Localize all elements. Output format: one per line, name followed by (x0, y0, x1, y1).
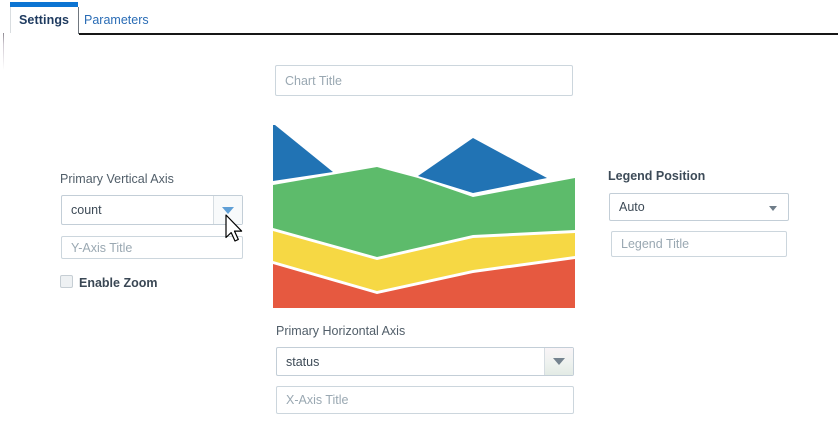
legend-title-input[interactable] (611, 231, 787, 257)
legend-position-value: Auto (619, 200, 645, 214)
active-tab-left-border (10, 7, 11, 33)
horizontal-axis-column-value: status (286, 354, 320, 369)
chevron-down-icon (553, 358, 565, 365)
enable-zoom-label: Enable Zoom (79, 276, 158, 290)
x-axis-title-input[interactable] (276, 386, 574, 414)
enable-zoom-checkbox[interactable] (60, 275, 73, 288)
legend-position-select[interactable]: Auto (609, 193, 789, 221)
panel-left-edge (3, 33, 4, 70)
horizontal-axis-column-select[interactable]: status (276, 347, 574, 376)
tab-settings[interactable]: Settings (19, 13, 70, 27)
vertical-axis-column-select[interactable]: count (61, 195, 243, 225)
area-series-green (273, 167, 575, 257)
tab-parameters[interactable]: Parameters (84, 13, 149, 27)
vertical-axis-dropdown-button[interactable] (213, 196, 242, 224)
tab-strip-underline (79, 33, 838, 35)
primary-horizontal-axis-label: Primary Horizontal Axis (276, 324, 406, 338)
chevron-down-icon (769, 206, 777, 211)
area-series-blue-left-peak (273, 125, 333, 181)
tab-separator (78, 7, 79, 34)
chart-preview-image (273, 125, 575, 308)
horizontal-axis-dropdown-button[interactable] (544, 348, 573, 375)
y-axis-title-input[interactable] (61, 236, 243, 259)
area-series-red (273, 259, 575, 308)
vertical-axis-column-value: count (71, 203, 102, 217)
primary-vertical-axis-label: Primary Vertical Axis (60, 172, 174, 186)
area-series-blue-right-peak (418, 138, 547, 193)
chart-title-input[interactable] (275, 65, 573, 96)
chevron-down-icon (222, 206, 234, 214)
active-tab-accent-bar (10, 2, 78, 7)
area-series-yellow (273, 231, 575, 291)
legend-position-label: Legend Position (608, 169, 706, 183)
